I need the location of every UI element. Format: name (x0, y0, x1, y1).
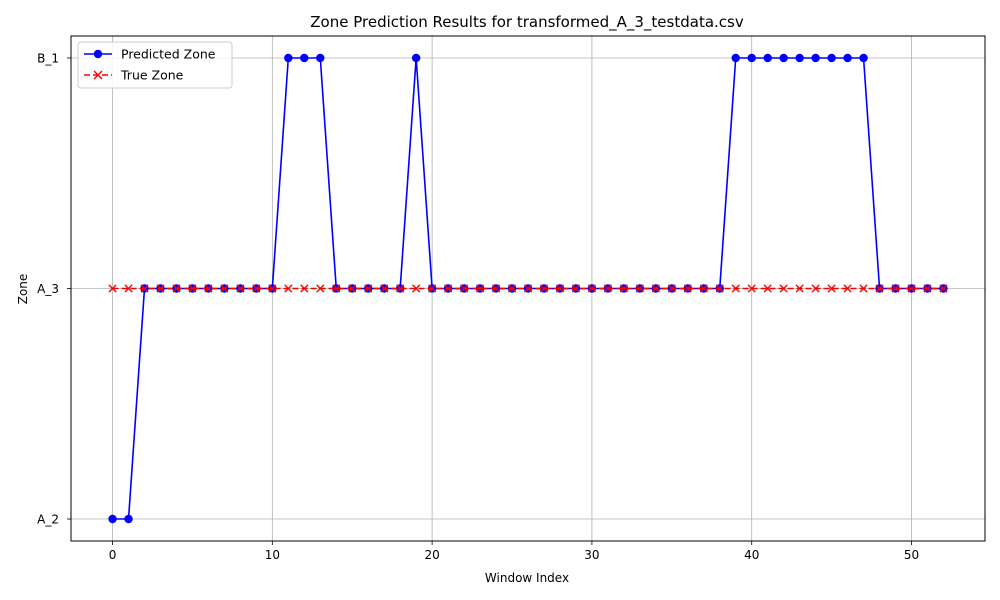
legend-box (77, 41, 233, 89)
data-point (348, 284, 357, 293)
legend-true-marker (93, 70, 103, 80)
data-point (571, 284, 581, 293)
data-point (827, 284, 836, 293)
y-tick-label: B_1 (37, 52, 59, 66)
data-point (108, 284, 117, 293)
data-point (108, 514, 117, 524)
x-tick-label: 0 (109, 548, 117, 562)
data-point (763, 53, 772, 63)
data-point (220, 284, 229, 293)
data-point (795, 284, 804, 293)
data-point (444, 284, 453, 293)
data-point (811, 53, 820, 63)
legend-predicted-marker (93, 49, 103, 59)
data-point (843, 284, 852, 293)
data-point (859, 284, 868, 293)
data-point (587, 284, 597, 293)
data-point (411, 53, 421, 63)
data-point (252, 284, 261, 293)
data-point (811, 284, 820, 293)
data-point (635, 284, 644, 293)
data-point (907, 284, 916, 293)
series-true-zone (108, 284, 948, 293)
data-point (284, 53, 293, 63)
x-tick-label: 30 (584, 548, 599, 562)
data-point (779, 53, 788, 63)
data-point (651, 284, 660, 293)
data-point (619, 284, 628, 293)
data-point (843, 53, 852, 63)
data-point (140, 284, 149, 293)
data-point (763, 284, 772, 293)
data-point (507, 284, 517, 293)
data-point (779, 284, 788, 293)
data-point (316, 284, 325, 293)
legend-true-label: True Zone (120, 68, 184, 83)
data-point (731, 53, 740, 63)
data-point (236, 284, 245, 293)
chart-title: Zone Prediction Results for transformed_… (310, 13, 744, 32)
data-point (667, 284, 676, 293)
data-point (412, 284, 421, 293)
data-point (715, 284, 724, 293)
data-point (124, 514, 133, 524)
x-tick-label: 20 (424, 548, 439, 562)
data-point (795, 53, 804, 63)
data-point (603, 284, 612, 293)
data-point (364, 284, 373, 293)
data-point (555, 284, 565, 293)
data-point (859, 53, 868, 63)
data-point (699, 284, 708, 293)
data-point (300, 53, 309, 63)
legend: Predicted Zone True Zone (77, 41, 233, 89)
data-point (475, 284, 485, 293)
data-point (683, 284, 692, 293)
data-point (316, 53, 325, 63)
y-tick-label: A_2 (37, 513, 59, 527)
data-point (300, 284, 309, 293)
x-tick-label: 40 (744, 548, 759, 562)
data-point (491, 284, 501, 293)
data-point (204, 284, 213, 293)
data-point (891, 284, 900, 293)
data-point (156, 284, 165, 293)
x-axis-label: Window Index (485, 571, 569, 585)
data-point (747, 53, 756, 63)
data-point (939, 284, 948, 293)
data-point (380, 284, 389, 293)
data-point (428, 284, 437, 293)
data-point (284, 284, 293, 293)
data-point (827, 53, 836, 63)
data-point (268, 284, 277, 293)
y-axis-label: Zone (16, 274, 30, 305)
ticks: 0 10 20 30 40 50 A_2 A_3 B_1 (37, 52, 919, 563)
data-point (188, 284, 197, 293)
data-point (459, 284, 469, 293)
data-point (523, 284, 533, 293)
data-point (747, 284, 756, 293)
x-tick-label: 50 (904, 548, 919, 562)
data-point (396, 284, 405, 293)
data-point (124, 284, 133, 293)
data-point (539, 284, 549, 293)
series-layer (108, 53, 948, 524)
legend-predicted-label: Predicted Zone (121, 47, 216, 62)
data-point (731, 284, 740, 293)
data-point (875, 284, 884, 293)
x-tick-label: 10 (265, 548, 280, 562)
data-point (332, 284, 341, 293)
y-tick-label: A_3 (37, 282, 59, 296)
data-point (923, 284, 932, 293)
data-point (172, 284, 181, 293)
